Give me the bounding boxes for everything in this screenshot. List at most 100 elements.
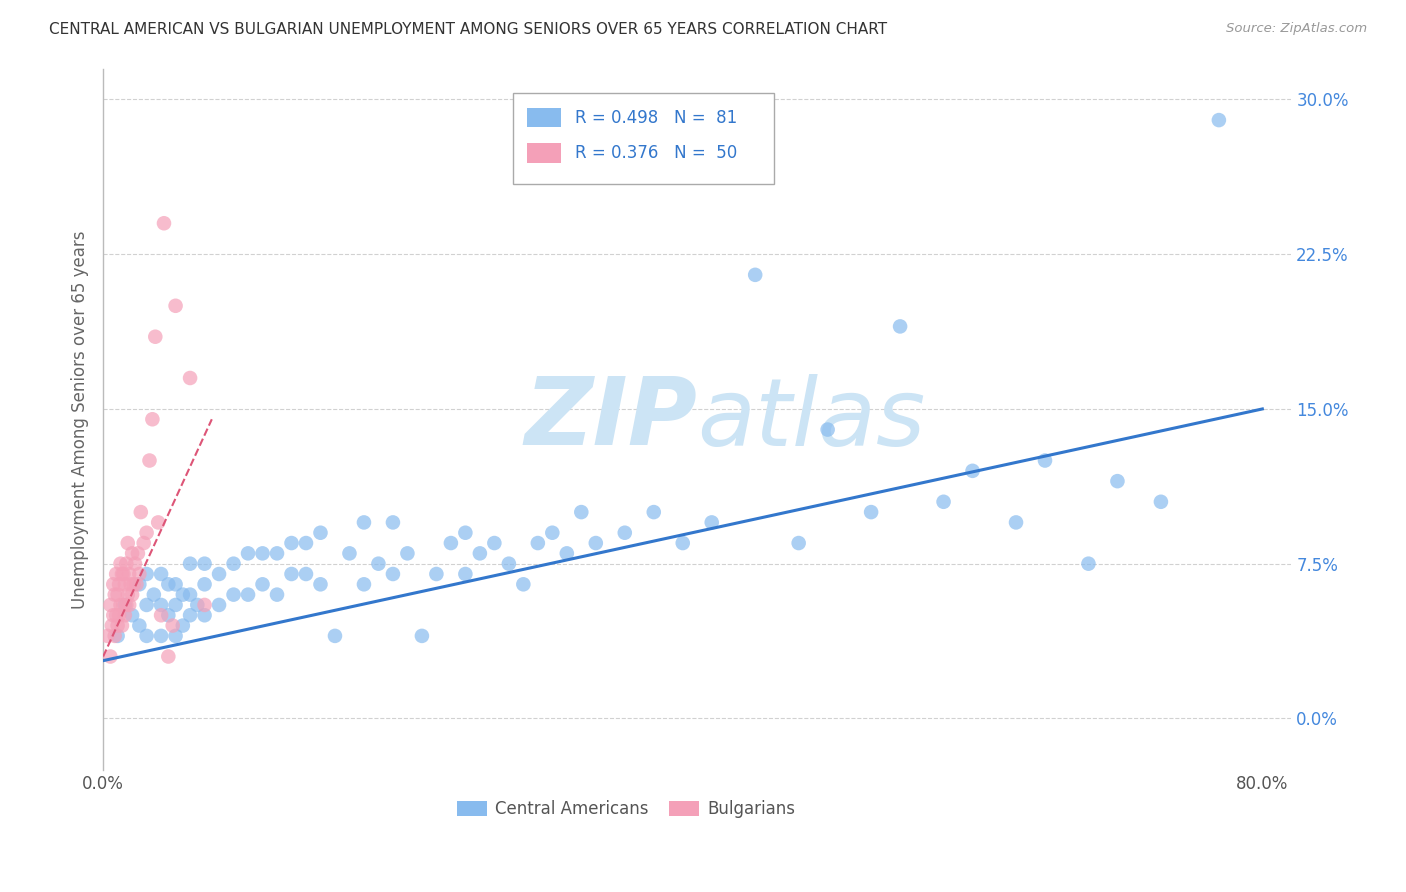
Point xyxy=(100,598,122,612)
Point xyxy=(157,608,180,623)
Text: ZIP: ZIP xyxy=(524,373,697,466)
Y-axis label: Unemployment Among Seniors over 65 years: Unemployment Among Seniors over 65 years xyxy=(72,230,89,608)
Point xyxy=(172,618,194,632)
Point xyxy=(125,577,148,591)
Point xyxy=(353,577,375,591)
Point xyxy=(266,546,288,560)
Point xyxy=(222,588,245,602)
Point xyxy=(110,557,132,571)
Point xyxy=(672,536,695,550)
Point xyxy=(157,649,180,664)
Point xyxy=(121,588,143,602)
Point xyxy=(889,319,911,334)
Point xyxy=(128,577,150,591)
Point xyxy=(115,598,138,612)
Point xyxy=(208,566,231,581)
Point xyxy=(484,536,506,550)
Point xyxy=(498,557,520,571)
Point xyxy=(118,566,141,581)
Point xyxy=(120,577,142,591)
Point xyxy=(367,557,389,571)
Point xyxy=(121,608,143,623)
Point xyxy=(150,598,173,612)
Point xyxy=(150,566,173,581)
Point xyxy=(132,536,155,550)
Point xyxy=(135,629,157,643)
Point xyxy=(179,371,201,385)
Point xyxy=(193,608,215,623)
Point xyxy=(323,629,346,643)
Point xyxy=(440,536,463,550)
Point xyxy=(100,649,122,664)
Point xyxy=(1005,516,1028,530)
Point xyxy=(162,618,184,632)
Point xyxy=(266,588,288,602)
Point xyxy=(1150,495,1173,509)
Point xyxy=(613,525,636,540)
Point xyxy=(118,598,141,612)
Point xyxy=(148,516,170,530)
Point xyxy=(117,536,139,550)
Point xyxy=(295,536,318,550)
Point xyxy=(309,577,332,591)
Point xyxy=(700,516,723,530)
Point xyxy=(143,330,166,344)
Point xyxy=(222,557,245,571)
Point xyxy=(103,608,125,623)
FancyBboxPatch shape xyxy=(513,93,775,185)
Text: R = 0.376   N =  50: R = 0.376 N = 50 xyxy=(575,144,737,161)
Point xyxy=(141,412,163,426)
Point xyxy=(425,566,447,581)
Point xyxy=(179,588,201,602)
Point xyxy=(179,608,201,623)
Point xyxy=(165,299,187,313)
Point xyxy=(105,566,128,581)
Point xyxy=(103,577,125,591)
Point xyxy=(101,618,124,632)
Point xyxy=(104,588,127,602)
Point xyxy=(236,588,259,602)
Point xyxy=(114,598,136,612)
Point xyxy=(157,577,180,591)
Point xyxy=(468,546,491,560)
Point xyxy=(107,618,129,632)
Point xyxy=(172,588,194,602)
Point xyxy=(411,629,433,643)
Point xyxy=(787,536,810,550)
Point xyxy=(860,505,883,519)
Point xyxy=(541,525,564,540)
Point xyxy=(208,598,231,612)
Point xyxy=(193,598,215,612)
Point xyxy=(112,598,135,612)
Point xyxy=(108,608,131,623)
Point xyxy=(396,546,419,560)
Point xyxy=(105,608,128,623)
Point xyxy=(643,505,665,519)
Point xyxy=(135,525,157,540)
Point xyxy=(165,598,187,612)
Point xyxy=(117,588,139,602)
Point xyxy=(150,629,173,643)
Point xyxy=(252,577,274,591)
Point xyxy=(111,618,134,632)
Point xyxy=(165,629,187,643)
Point xyxy=(96,629,118,643)
Text: CENTRAL AMERICAN VS BULGARIAN UNEMPLOYMENT AMONG SENIORS OVER 65 YEARS CORRELATI: CENTRAL AMERICAN VS BULGARIAN UNEMPLOYME… xyxy=(49,22,887,37)
Point xyxy=(138,453,160,467)
Point xyxy=(142,588,165,602)
Point xyxy=(128,618,150,632)
Point xyxy=(295,566,318,581)
Point xyxy=(585,536,607,550)
Point xyxy=(121,546,143,560)
Point xyxy=(1208,113,1230,128)
Point xyxy=(932,495,955,509)
Point xyxy=(1077,557,1099,571)
Point xyxy=(150,608,173,623)
Point xyxy=(353,516,375,530)
Point xyxy=(128,566,150,581)
Point xyxy=(193,557,215,571)
Text: Source: ZipAtlas.com: Source: ZipAtlas.com xyxy=(1226,22,1367,36)
Legend: Central Americans, Bulgarians: Central Americans, Bulgarians xyxy=(450,794,801,825)
Point xyxy=(381,516,404,530)
Point xyxy=(817,423,839,437)
